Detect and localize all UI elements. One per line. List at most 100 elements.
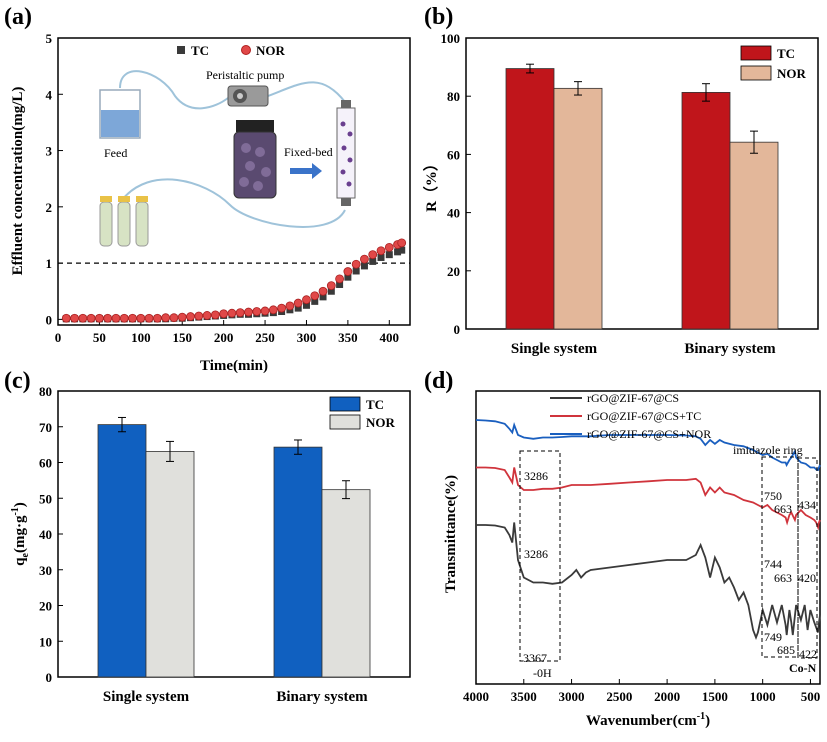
panel-label-c: (c) (4, 368, 31, 394)
jar-icon (233, 120, 277, 199)
y-tick-label: 10 (39, 634, 52, 649)
category-label: Binary system (684, 341, 776, 357)
bar-nor (321, 489, 371, 678)
xlabel-end: ) (705, 713, 710, 729)
nor-point (95, 313, 104, 323)
ylabel-q: q (12, 557, 28, 566)
tubing (119, 70, 229, 110)
x-tick-label: 3500 (511, 689, 537, 704)
tubing (267, 81, 346, 103)
y-axis-title-d: Transmittance(%) (443, 475, 459, 593)
x-tick-label: 2000 (654, 689, 680, 704)
category-label: Single system (511, 341, 598, 357)
nor-point (302, 295, 311, 305)
x-tick-label: 100 (131, 330, 151, 345)
peak-label: 749 (764, 630, 782, 644)
arrow-right-icon (290, 163, 322, 179)
bar-tc (273, 446, 323, 678)
tc-point (327, 287, 335, 295)
y-tick-label: 40 (39, 527, 52, 542)
legend-label-blue: rGO@ZIF-67@CS+NOR (587, 427, 711, 441)
y-tick-label: 5 (46, 31, 53, 46)
tc-point (319, 293, 327, 301)
panel-label-b: (b) (424, 4, 453, 30)
y-tick-label: 30 (39, 563, 52, 578)
nor-point (351, 259, 361, 269)
legend-tc-swatch (740, 45, 772, 61)
tc-point (360, 262, 368, 270)
nor-point (86, 313, 96, 323)
panel-b-frame (465, 37, 819, 330)
ylabel-sup: -1 (10, 507, 21, 515)
nor-point (111, 313, 121, 323)
peak-label: 685 (777, 643, 795, 657)
y-tick-label: 20 (447, 264, 460, 279)
bar-tc (97, 424, 147, 678)
x-tick-label: 500 (801, 689, 821, 704)
tc-point (294, 304, 302, 312)
tc-point (377, 253, 385, 261)
legend-nor-swatch (740, 65, 772, 81)
y-tick-label: 80 (447, 89, 460, 104)
tubing (121, 178, 346, 228)
nor-point (277, 303, 287, 313)
y-axis-title-c: qe(mg·g-1) (10, 502, 31, 566)
column-icon (336, 100, 356, 206)
pump-label: Peristaltic pump (206, 68, 284, 82)
x-tick-label: 1500 (702, 689, 728, 704)
panel-label-d: (d) (424, 368, 453, 394)
bar-tc (505, 68, 555, 330)
y-tick-label: 3 (46, 144, 53, 159)
pump-icon (227, 85, 269, 107)
ylabel-end: ) (12, 502, 28, 507)
nor-point (169, 313, 179, 323)
y-tick-label: 2 (46, 200, 53, 215)
nor-point (285, 301, 295, 311)
tc-point (344, 273, 352, 281)
tc-point (352, 267, 360, 275)
legend-label-red: rGO@ZIF-67@CS+TC (587, 409, 701, 423)
oh-region-box (519, 450, 561, 662)
y-tick-label: 40 (447, 206, 460, 221)
nor-point (128, 313, 137, 323)
bar-nor (145, 451, 195, 678)
panel-d-frame (475, 390, 821, 685)
nor-point (119, 313, 129, 323)
x-axis-title-d: Wavenumber(cm-1) (586, 711, 710, 729)
xlabel-main: Wavenumber(cm (586, 713, 697, 729)
nor-point (202, 311, 212, 320)
tc-point (311, 297, 319, 305)
peak-label: 663 (774, 571, 792, 585)
x-tick-label: 250 (255, 330, 275, 345)
tc-point (336, 280, 344, 288)
legend-tc-label: TC (777, 46, 795, 61)
legend-nor-label: NOR (777, 66, 807, 81)
x-tick-label: 350 (338, 330, 358, 345)
x-tick-label: 300 (297, 330, 317, 345)
tc-point (398, 246, 406, 254)
y-tick-label: 80 (39, 384, 52, 399)
nor-point (177, 312, 187, 322)
peak-label: 3286 (524, 547, 548, 561)
nor-point (397, 238, 407, 248)
y-axis-title-a: Effluent concentration(mg/L) (10, 87, 26, 276)
y-tick-label: 0 (454, 322, 461, 337)
beaker-icon (99, 89, 141, 139)
x-tick-label: 50 (93, 330, 106, 345)
legend-tc-label: TC (366, 397, 384, 412)
legend-nor-marker (241, 45, 251, 55)
imidazole-label: imidazole ring (733, 443, 803, 457)
panel-d: 4000 3500 3000 2500 2000 1500 1000 500 rGO@ZIF-… (443, 390, 821, 729)
nor-point (343, 267, 353, 276)
panel-c: 0 10 20 30 40 50 60 70 80 Single system Binary sys… (10, 384, 411, 705)
nor-point (103, 313, 113, 323)
y-tick-label: 60 (447, 147, 460, 162)
x-tick-label: 400 (380, 330, 400, 345)
nor-point (244, 307, 253, 317)
nor-point (368, 250, 378, 260)
y-tick-label: 70 (39, 420, 52, 435)
nor-point (186, 312, 195, 321)
y-tick-label: 0 (46, 670, 53, 685)
y-tick-label: 60 (39, 456, 52, 471)
